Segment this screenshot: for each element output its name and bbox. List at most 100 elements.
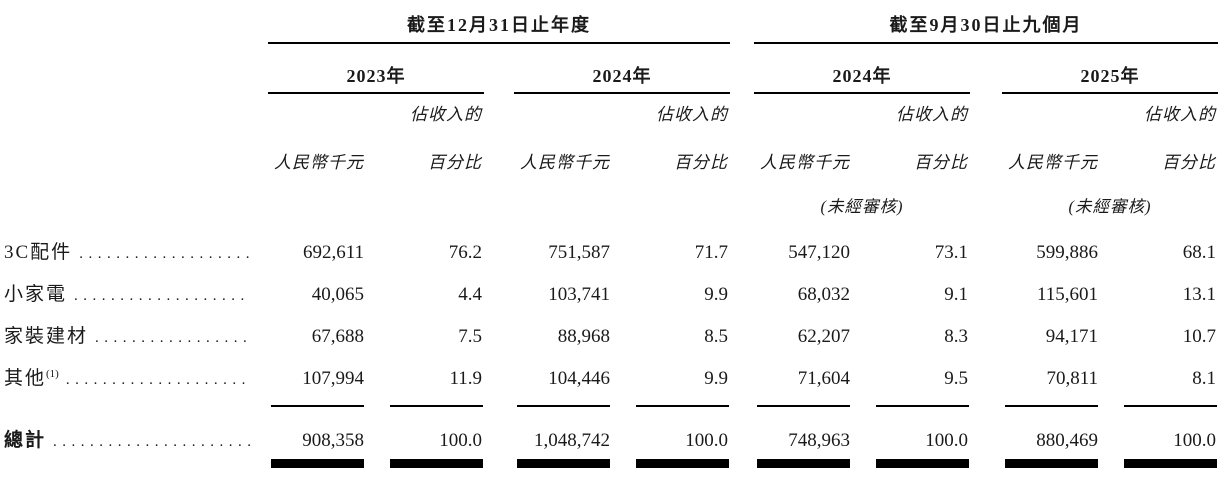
cell-value: 104,446 (548, 368, 610, 390)
cell-value: 748,963 (788, 430, 851, 452)
col-header-pct-line2: 百分比 (914, 153, 969, 173)
col-header-pct-line2: 百分比 (674, 153, 729, 173)
table-row-total: 總計 908,358 100.0 1,048,742 100.0 748,963… (0, 417, 1218, 455)
column-rule (1005, 405, 1099, 407)
cell-value: 9.9 (704, 284, 729, 306)
col-header-pct-line2: 百分比 (428, 153, 482, 173)
cell-value: 100.0 (439, 430, 482, 452)
col-header-money: 人民幣千元 (1008, 153, 1099, 173)
cell-value: 70,811 (1046, 368, 1099, 390)
column-rule (876, 405, 970, 407)
cell-value: 4.4 (458, 284, 482, 306)
col-header-pct-line1: 佔收入的 (410, 105, 482, 125)
revenue-breakdown-table: 截至12月31日止年度 截至9月30日止九個月 2023年 2024年 2024… (0, 2, 1219, 481)
footnote-marker: (1) (46, 368, 59, 381)
cell-value: 40,065 (311, 284, 364, 306)
unit-header-row: 人民幣千元 百分比 人民幣千元 百分比 人民幣千元 百分比 人民幣千元 百分比 (0, 125, 1218, 173)
total-double-rule (517, 459, 610, 468)
cell-value: 68.1 (1182, 242, 1217, 264)
cell-value: 13.1 (1182, 284, 1217, 306)
col-header-money: 人民幣千元 (760, 153, 851, 173)
cell-value: 107,994 (302, 368, 364, 390)
period-title-fy: 截至12月31日止年度 (268, 2, 731, 44)
total-double-rule (1124, 459, 1218, 468)
col-header-pct-line1: 佔收入的 (656, 105, 729, 125)
column-rule (517, 405, 610, 407)
cell-value: 10.7 (1182, 326, 1217, 348)
unaudited-note: (未經審核) (820, 197, 904, 217)
cell-value: 9.5 (944, 368, 969, 390)
year-header-2023: 2023年 (268, 43, 484, 94)
dot-leader (59, 372, 250, 389)
cell-value: 71.7 (694, 242, 729, 264)
total-double-rule (390, 459, 483, 468)
cell-value: 73.1 (934, 242, 969, 264)
cell-value: 100.0 (685, 430, 729, 452)
cell-value: 7.5 (458, 326, 482, 348)
table-row-others: 其他(1) 107,994 11.9 104,446 9.9 71,604 9.… (0, 351, 1218, 393)
col-header-money: 人民幣千元 (520, 153, 610, 173)
dot-leader (67, 288, 250, 305)
cell-value: 94,171 (1045, 326, 1099, 348)
col-header-pct-line1: 佔收入的 (896, 105, 969, 125)
cell-value: 908,358 (302, 430, 364, 452)
row-label: 小家電 (4, 284, 68, 306)
table-row-home-improvement: 家裝建材 67,688 7.5 88,968 8.5 62,207 8.3 94… (0, 309, 1218, 351)
cell-value: 68,032 (797, 284, 851, 306)
cell-value: 1,048,742 (534, 430, 610, 452)
cell-value: 62,207 (797, 326, 851, 348)
total-double-rule (271, 459, 364, 468)
cell-value: 599,886 (1036, 242, 1099, 264)
dot-leader (46, 434, 250, 451)
cell-value: 76.2 (448, 242, 482, 264)
year-header-row: 2023年 2024年 2024年 2025年 (0, 43, 1219, 94)
column-rule (1124, 405, 1218, 407)
table-row-small-appliances: 小家電 40,065 4.4 103,741 9.9 68,032 9.1 11… (0, 267, 1218, 309)
subtotal-rule-row (0, 393, 1218, 417)
year-header-2025-9m: 2025年 (1002, 43, 1219, 94)
cell-value: 100.0 (1173, 430, 1217, 452)
cell-value: 8.3 (944, 326, 969, 348)
table-row-3c-accessories: 3C配件 692,611 76.2 751,587 71.7 547,120 7… (0, 217, 1218, 267)
cell-value: 880,469 (1036, 430, 1099, 452)
year-header-2024-9m: 2024年 (754, 43, 971, 94)
year-header-2024: 2024年 (514, 43, 731, 94)
col-header-pct-line1: 佔收入的 (1144, 105, 1217, 125)
cell-value: 11.9 (449, 368, 482, 390)
cell-value: 9.1 (944, 284, 969, 306)
col-header-pct-line2: 百分比 (1162, 153, 1217, 173)
period-header-row: 截至12月31日止年度 截至9月30日止九個月 (0, 2, 1219, 44)
cell-value: 751,587 (548, 242, 610, 264)
column-rule (271, 405, 364, 407)
column-rule (390, 405, 483, 407)
total-rule-row (0, 455, 1218, 481)
cell-value: 71,604 (797, 368, 851, 390)
dot-leader (88, 330, 250, 347)
dot-leader (72, 246, 250, 263)
row-label: 其他 (4, 368, 47, 390)
cell-value: 8.5 (704, 326, 729, 348)
total-double-rule (636, 459, 729, 468)
cell-value: 88,968 (557, 326, 610, 348)
total-double-rule (876, 459, 970, 468)
row-label: 3C配件 (4, 242, 73, 264)
period-title-9m: 截至9月30日止九個月 (754, 2, 1219, 44)
column-rule (636, 405, 729, 407)
cell-value: 9.9 (704, 368, 729, 390)
pct-header-row-1: 佔收入的 佔收入的 佔收入的 佔收入的 (0, 93, 1218, 125)
row-label-total: 總計 (4, 430, 47, 452)
cell-value: 8.1 (1192, 368, 1217, 390)
total-double-rule (757, 459, 851, 468)
cell-value: 692,611 (302, 242, 364, 264)
cell-value: 67,688 (311, 326, 364, 348)
col-header-money: 人民幣千元 (274, 153, 364, 173)
total-double-rule (1005, 459, 1099, 468)
unaudited-note: (未經審核) (1068, 197, 1152, 217)
cell-value: 547,120 (788, 242, 851, 264)
cell-value: 103,741 (548, 284, 610, 306)
cell-value: 100.0 (925, 430, 969, 452)
row-label: 家裝建材 (4, 326, 89, 348)
cell-value: 115,601 (1036, 284, 1099, 306)
unaudited-note-row: (未經審核) (未經審核) (0, 173, 1218, 217)
column-rule (757, 405, 851, 407)
